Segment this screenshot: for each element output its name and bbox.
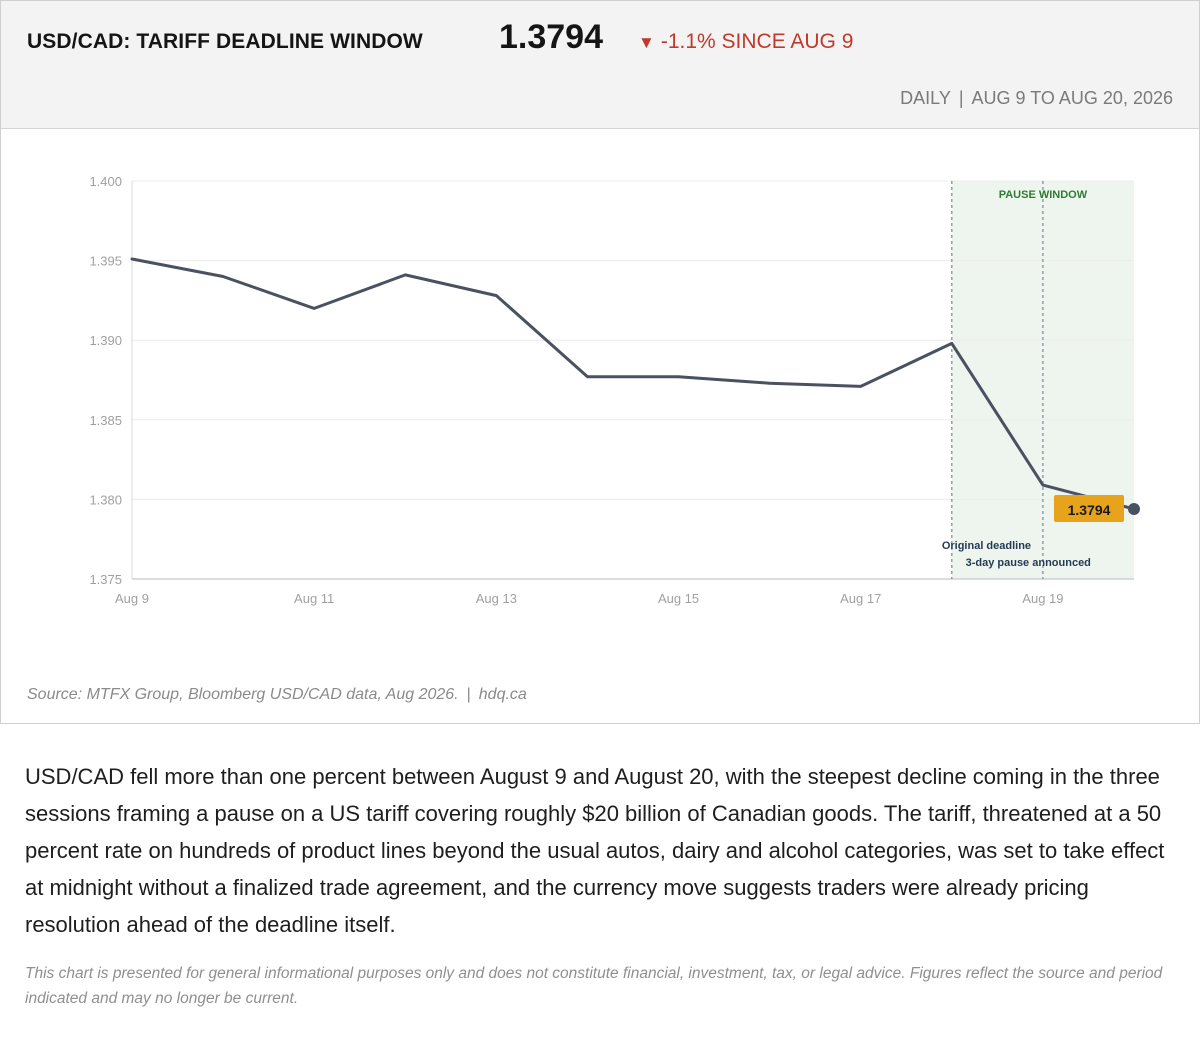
y-tick-label: 1.395: [89, 254, 122, 269]
y-tick-label: 1.380: [89, 492, 122, 507]
period-separator: |: [958, 88, 964, 108]
frequency-label: DAILY: [900, 88, 951, 108]
y-tick-label: 1.400: [89, 174, 122, 189]
usdcad-line-chart: 1.375 1.380 1.385 1.390 1.395 1.400 Aug 9 Aug 1…: [89, 174, 1140, 606]
y-tick-label: 1.385: [89, 413, 122, 428]
chart-card: USD/CAD: TARIFF DEADLINE WINDOW 1.3794 ▼…: [0, 0, 1200, 724]
article-paragraph: USD/CAD fell more than one percent betwe…: [25, 764, 1165, 937]
date-range-label: AUG 9 TO AUG 20, 2026: [971, 88, 1173, 108]
source-text: Source: MTFX Group, Bloomberg USD/CAD da…: [27, 686, 459, 703]
source-separator: |: [466, 686, 471, 703]
disclaimer-text: This chart is presented for general info…: [25, 965, 1163, 1007]
last-value-badge: [1054, 494, 1124, 522]
last-value-marker: [1128, 502, 1140, 515]
x-tick-label: Aug 17: [840, 591, 881, 606]
down-triangle-icon: ▼: [638, 33, 655, 52]
price-change-text: -1.1% SINCE AUG 9: [660, 30, 854, 53]
current-price: 1.3794: [499, 18, 603, 56]
chart-source: Source: MTFX Group, Bloomberg USD/CAD da…: [27, 686, 527, 704]
x-tick-label: Aug 11: [294, 591, 334, 606]
x-tick-label: Aug 19: [1022, 591, 1063, 606]
series-line: [130, 257, 1136, 511]
source-site: hdq.ca: [478, 686, 527, 703]
y-tick-label: 1.375: [89, 572, 122, 587]
price-change: ▼ -1.1% SINCE AUG 9: [638, 30, 853, 54]
chart-header: USD/CAD: TARIFF DEADLINE WINDOW 1.3794 ▼…: [1, 1, 1199, 129]
chart-period: DAILY | AUG 9 TO AUG 20, 2026: [900, 88, 1173, 109]
annotation-pause-announced: 3-day pause announced: [966, 557, 1091, 569]
annotation-original-deadline: Original deadline: [942, 540, 1031, 552]
x-tick-label: Aug 9: [115, 591, 149, 606]
x-tick-label: Aug 13: [476, 591, 517, 606]
y-tick-label: 1.390: [89, 333, 122, 348]
last-value-label: 1.3794: [1068, 502, 1111, 518]
chart-title: USD/CAD: TARIFF DEADLINE WINDOW: [27, 30, 423, 53]
pause-window-label: PAUSE WINDOW: [999, 189, 1088, 201]
x-tick-label: Aug 15: [658, 591, 699, 606]
